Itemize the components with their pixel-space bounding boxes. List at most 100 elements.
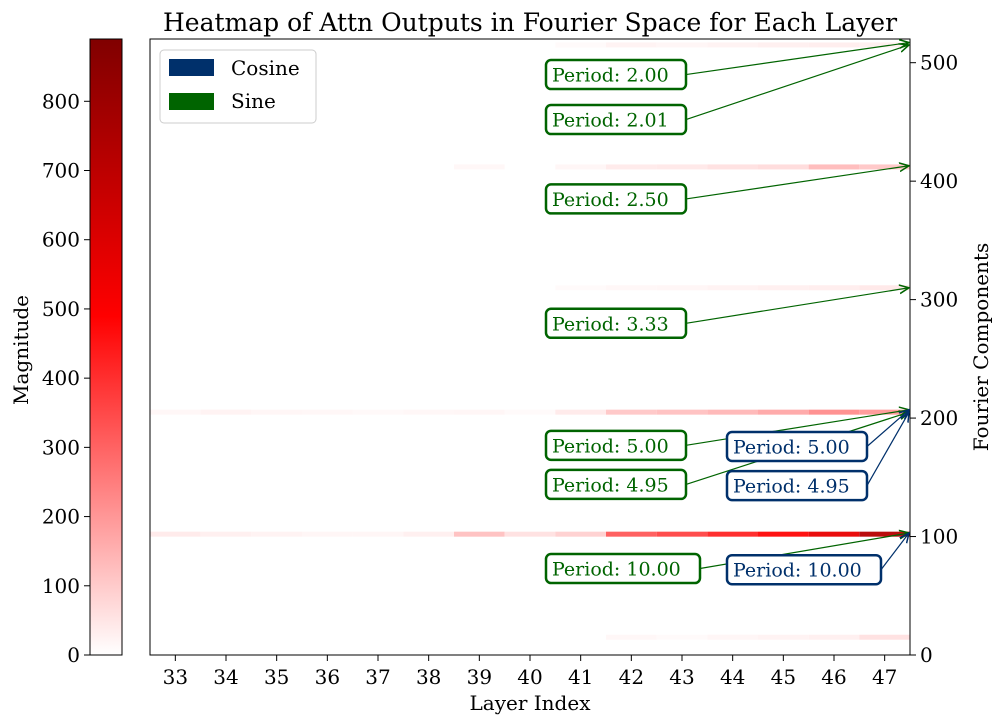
- annotation-label-2: Period: 2.50: [552, 189, 669, 211]
- heat-cell-band1-layer37: [352, 409, 404, 415]
- heat-cell-band5-layer42: [606, 634, 657, 640]
- x-tick-label-37: 37: [365, 665, 390, 689]
- y-tick-label-200: 200: [920, 406, 958, 430]
- annotation-box-3: [544, 307, 688, 340]
- annotation-box-1: [544, 103, 688, 136]
- x-tick-label-40: 40: [517, 665, 542, 689]
- heat-cell-band1-layer41: [555, 409, 606, 415]
- heat-cell-band1-layer44: [707, 409, 758, 415]
- x-tick-label-34: 34: [213, 665, 238, 689]
- heat-cell-band0-layer40: [504, 531, 556, 537]
- heat-cell-band4-layer44: [707, 42, 758, 48]
- heat-cell-band5-layer46: [808, 634, 860, 640]
- heat-cell-band0-layer38: [403, 531, 454, 537]
- heat-cell-band1-layer39: [454, 409, 505, 415]
- x-tick-label-45: 45: [771, 665, 796, 689]
- heat-cell-band2-layer47: [859, 164, 910, 170]
- heat-cell-band1-layer38: [403, 409, 454, 415]
- annotation-box-2: [544, 183, 688, 215]
- heat-cell-band0-layer37: [352, 531, 404, 537]
- x-tick-label-42: 42: [619, 665, 644, 689]
- annotation-arrow-9: [880, 533, 909, 571]
- annotation-arrow-4: [685, 410, 909, 446]
- legend-label-sine: Sine: [231, 89, 276, 113]
- colorbar-label: Magnitude: [9, 295, 33, 405]
- heat-cell-band1-layer45: [758, 409, 809, 415]
- annotation-label-0: Period: 2.00: [552, 65, 669, 87]
- annotation-box-5: [544, 468, 688, 501]
- heat-cell-band4-layer43: [656, 42, 708, 48]
- annotation-arrow-1: [685, 45, 909, 121]
- y-axis-label: Fourier Components: [969, 243, 993, 451]
- heatmap-cells: [150, 42, 910, 640]
- heat-cell-band1-layer33: [150, 409, 201, 415]
- plot-area: [149, 38, 911, 656]
- colorbar-tick-label-0: 0: [67, 643, 80, 667]
- chart-title: Heatmap of Attn Outputs in Fourier Space…: [163, 8, 897, 37]
- colorbar-tick-label-600: 600: [42, 228, 80, 252]
- y-tick-label-100: 100: [920, 525, 958, 549]
- y-tick-label-0: 0: [920, 643, 933, 667]
- heat-cell-band1-layer42: [606, 409, 657, 415]
- x-axis-ticks: 33 34 35 36 37 38 39 40 41 42 43 44 45 46 47: [163, 655, 897, 689]
- annotation-box-9: [725, 553, 883, 586]
- heat-cell-band2-layer42: [606, 164, 657, 170]
- heat-cell-band5-layer45: [758, 634, 809, 640]
- y-tick-label-500: 500: [920, 51, 958, 75]
- annotation-box-8: [725, 469, 869, 502]
- x-axis-label: Layer Index: [470, 691, 592, 715]
- legend-swatch-sine: [169, 93, 214, 110]
- heat-cell-band4-layer41: [555, 42, 606, 48]
- colorbar-tick-label-800: 800: [42, 89, 80, 113]
- heat-cell-band1-layer40: [504, 409, 556, 415]
- x-tick-label-46: 46: [821, 665, 846, 689]
- heat-cell-band4-layer45: [758, 42, 809, 48]
- heat-cell-band4-layer42: [606, 42, 657, 48]
- x-tick-label-38: 38: [416, 665, 441, 689]
- annotation-label-6: Period: 10.00: [552, 559, 681, 581]
- heat-cell-band2-layer45: [758, 164, 809, 170]
- x-tick-label-36: 36: [315, 665, 340, 689]
- heat-cell-band2-layer44: [707, 164, 758, 170]
- x-tick-label-43: 43: [669, 665, 694, 689]
- annotation-label-7: Period: 5.00: [733, 437, 850, 459]
- legend-label-cosine: Cosine: [231, 56, 300, 80]
- colorbar-ticks: 0 100 200 300 400 500 600 700 800: [42, 89, 90, 667]
- heat-cell-band3-layer41: [555, 285, 606, 291]
- heat-cell-band0-layer42: [606, 531, 657, 537]
- annotation-label-3: Period: 3.33: [552, 313, 669, 335]
- heat-cell-band3-layer47: [859, 285, 910, 291]
- heat-cell-band0-layer44: [707, 531, 758, 537]
- heat-cell-band0-layer41: [555, 531, 606, 537]
- heat-cell-band3-layer43: [656, 285, 708, 291]
- colorbar-tick-label-100: 100: [42, 574, 80, 598]
- heat-cell-band2-layer43: [656, 164, 708, 170]
- x-tick-label-39: 39: [467, 665, 492, 689]
- x-tick-label-33: 33: [163, 665, 188, 689]
- x-tick-label-44: 44: [720, 665, 745, 689]
- x-tick-label-35: 35: [264, 665, 289, 689]
- annotation-label-8: Period: 4.95: [733, 476, 850, 498]
- legend: Cosine Sine: [159, 49, 317, 124]
- heat-cell-band1-layer46: [808, 409, 860, 415]
- colorbar-tick-label-400: 400: [42, 366, 80, 390]
- annotation-box-6: [544, 552, 702, 585]
- heat-cell-band2-layer41: [555, 164, 606, 170]
- y-axis-ticks: 0 100 200 300 400 500: [910, 51, 958, 667]
- annotation-box-7: [725, 430, 869, 463]
- heat-cell-band0-layer34: [200, 531, 252, 537]
- heat-cell-band0-layer46: [808, 531, 860, 537]
- annotation-box-0: [544, 58, 688, 91]
- heat-cell-band2-layer46: [808, 164, 860, 170]
- heat-cell-band0-layer47: [859, 531, 910, 537]
- heat-cell-band0-layer33: [150, 531, 201, 537]
- heat-cell-band2-layer39: [454, 164, 505, 170]
- colorbar-tick-label-300: 300: [42, 435, 80, 459]
- heat-cell-band1-layer34: [200, 409, 252, 415]
- heat-cell-band3-layer42: [606, 285, 657, 291]
- annotation-arrow-8: [866, 412, 909, 486]
- legend-swatch-cosine: [169, 59, 214, 76]
- heat-cell-band1-layer43: [656, 409, 708, 415]
- heat-cell-band5-layer43: [656, 634, 708, 640]
